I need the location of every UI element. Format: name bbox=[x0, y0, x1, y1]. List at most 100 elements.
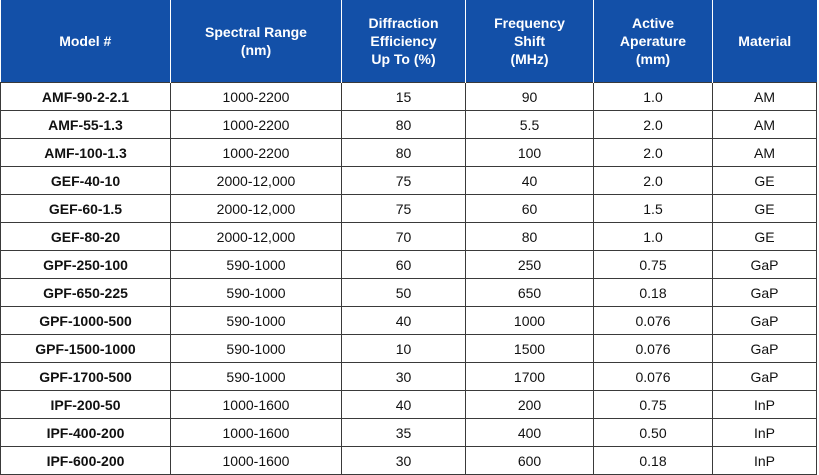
model-cell: GPF-1000-500 bbox=[0, 306, 171, 335]
spectral-range-cell: 1000-1600 bbox=[170, 418, 342, 447]
model-cell: IPF-400-200 bbox=[0, 418, 171, 447]
spectral-range-cell: 590-1000 bbox=[170, 362, 342, 391]
header-model: Model # bbox=[0, 0, 171, 83]
active-aperture-cell: 1.0 bbox=[593, 82, 713, 111]
table-row: AMF-55-1.3 1000-2200 80 5.5 2.0 AM bbox=[0, 110, 817, 139]
spectral-range-cell: 590-1000 bbox=[170, 306, 342, 335]
model-cell: GPF-1500-1000 bbox=[0, 334, 171, 363]
frequency-shift-cell: 200 bbox=[465, 390, 594, 419]
diffraction-efficiency-cell: 60 bbox=[341, 250, 466, 279]
table-row: IPF-600-200 1000-1600 30 600 0.18 InP bbox=[0, 446, 817, 475]
material-cell: GaP bbox=[712, 306, 817, 335]
model-cell: GPF-250-100 bbox=[0, 250, 171, 279]
header-spectral-range: Spectral Range (nm) bbox=[170, 0, 342, 83]
model-cell: IPF-200-50 bbox=[0, 390, 171, 419]
material-cell: GE bbox=[712, 194, 817, 223]
diffraction-efficiency-cell: 10 bbox=[341, 334, 466, 363]
diffraction-efficiency-cell: 15 bbox=[341, 82, 466, 111]
diffraction-efficiency-cell: 40 bbox=[341, 306, 466, 335]
table-row: GEF-60-1.5 2000-12,000 75 60 1.5 GE bbox=[0, 194, 817, 223]
frequency-shift-cell: 1700 bbox=[465, 362, 594, 391]
model-cell: GEF-60-1.5 bbox=[0, 194, 171, 223]
diffraction-efficiency-cell: 50 bbox=[341, 278, 466, 307]
material-cell: GaP bbox=[712, 250, 817, 279]
model-cell: IPF-600-200 bbox=[0, 446, 171, 475]
table-row: GPF-650-225 590-1000 50 650 0.18 GaP bbox=[0, 278, 817, 307]
frequency-shift-cell: 1500 bbox=[465, 334, 594, 363]
model-cell: AMF-55-1.3 bbox=[0, 110, 171, 139]
table-row: IPF-200-50 1000-1600 40 200 0.75 InP bbox=[0, 390, 817, 419]
frequency-shift-cell: 650 bbox=[465, 278, 594, 307]
diffraction-efficiency-cell: 35 bbox=[341, 418, 466, 447]
model-cell: GPF-1700-500 bbox=[0, 362, 171, 391]
active-aperture-cell: 0.076 bbox=[593, 306, 713, 335]
material-cell: GaP bbox=[712, 362, 817, 391]
material-cell: AM bbox=[712, 138, 817, 167]
table-row: GEF-40-10 2000-12,000 75 40 2.0 GE bbox=[0, 166, 817, 195]
table-row: GPF-250-100 590-1000 60 250 0.75 GaP bbox=[0, 250, 817, 279]
table-row: AMF-100-1.3 1000-2200 80 100 2.0 AM bbox=[0, 138, 817, 167]
frequency-shift-cell: 40 bbox=[465, 166, 594, 195]
active-aperture-cell: 2.0 bbox=[593, 166, 713, 195]
frequency-shift-cell: 5.5 bbox=[465, 110, 594, 139]
active-aperture-cell: 0.75 bbox=[593, 250, 713, 279]
spectral-range-cell: 1000-1600 bbox=[170, 446, 342, 475]
active-aperture-cell: 0.18 bbox=[593, 278, 713, 307]
active-aperture-cell: 0.076 bbox=[593, 334, 713, 363]
active-aperture-cell: 2.0 bbox=[593, 138, 713, 167]
frequency-shift-cell: 90 bbox=[465, 82, 594, 111]
frequency-shift-cell: 100 bbox=[465, 138, 594, 167]
header-diffraction-efficiency: Diffraction Efficiency Up To (%) bbox=[341, 0, 466, 83]
frequency-shift-cell: 1000 bbox=[465, 306, 594, 335]
material-cell: InP bbox=[712, 446, 817, 475]
table-row: GPF-1500-1000 590-1000 10 1500 0.076 GaP bbox=[0, 334, 817, 363]
spectral-range-cell: 2000-12,000 bbox=[170, 166, 342, 195]
table-row: AMF-90-2-2.1 1000-2200 15 90 1.0 AM bbox=[0, 82, 817, 111]
table-row: IPF-400-200 1000-1600 35 400 0.50 InP bbox=[0, 418, 817, 447]
table-header: Model # Spectral Range (nm) Diffraction … bbox=[0, 0, 817, 83]
material-cell: GE bbox=[712, 166, 817, 195]
header-material: Material bbox=[712, 0, 817, 83]
table-row: GPF-1700-500 590-1000 30 1700 0.076 GaP bbox=[0, 362, 817, 391]
spectral-range-cell: 590-1000 bbox=[170, 250, 342, 279]
frequency-shift-cell: 80 bbox=[465, 222, 594, 251]
spectral-range-cell: 1000-2200 bbox=[170, 138, 342, 167]
header-active-aperture: Active Aperature (mm) bbox=[593, 0, 713, 83]
spectral-range-cell: 2000-12,000 bbox=[170, 194, 342, 223]
material-cell: GaP bbox=[712, 334, 817, 363]
active-aperture-cell: 2.0 bbox=[593, 110, 713, 139]
material-cell: AM bbox=[712, 110, 817, 139]
active-aperture-cell: 0.75 bbox=[593, 390, 713, 419]
active-aperture-cell: 1.5 bbox=[593, 194, 713, 223]
material-cell: AM bbox=[712, 82, 817, 111]
model-cell: GPF-650-225 bbox=[0, 278, 171, 307]
diffraction-efficiency-cell: 80 bbox=[341, 110, 466, 139]
diffraction-efficiency-cell: 70 bbox=[341, 222, 466, 251]
material-cell: InP bbox=[712, 390, 817, 419]
active-aperture-cell: 0.50 bbox=[593, 418, 713, 447]
frequency-shift-cell: 400 bbox=[465, 418, 594, 447]
active-aperture-cell: 0.18 bbox=[593, 446, 713, 475]
material-cell: InP bbox=[712, 418, 817, 447]
model-cell: GEF-80-20 bbox=[0, 222, 171, 251]
model-cell: AMF-100-1.3 bbox=[0, 138, 171, 167]
active-aperture-cell: 0.076 bbox=[593, 362, 713, 391]
spectral-range-cell: 1000-2200 bbox=[170, 82, 342, 111]
diffraction-efficiency-cell: 75 bbox=[341, 166, 466, 195]
diffraction-efficiency-cell: 75 bbox=[341, 194, 466, 223]
diffraction-efficiency-cell: 80 bbox=[341, 138, 466, 167]
header-frequency-shift: Frequency Shift (MHz) bbox=[465, 0, 594, 83]
spectral-range-cell: 1000-2200 bbox=[170, 110, 342, 139]
header-row: Model # Spectral Range (nm) Diffraction … bbox=[0, 0, 817, 83]
diffraction-efficiency-cell: 40 bbox=[341, 390, 466, 419]
spectral-range-cell: 590-1000 bbox=[170, 278, 342, 307]
table-body: AMF-90-2-2.1 1000-2200 15 90 1.0 AM AMF-55-1.3… bbox=[0, 82, 817, 475]
diffraction-efficiency-cell: 30 bbox=[341, 446, 466, 475]
model-cell: GEF-40-10 bbox=[0, 166, 171, 195]
model-cell: AMF-90-2-2.1 bbox=[0, 82, 171, 111]
frequency-shift-cell: 60 bbox=[465, 194, 594, 223]
active-aperture-cell: 1.0 bbox=[593, 222, 713, 251]
material-cell: GE bbox=[712, 222, 817, 251]
spectral-range-cell: 2000-12,000 bbox=[170, 222, 342, 251]
